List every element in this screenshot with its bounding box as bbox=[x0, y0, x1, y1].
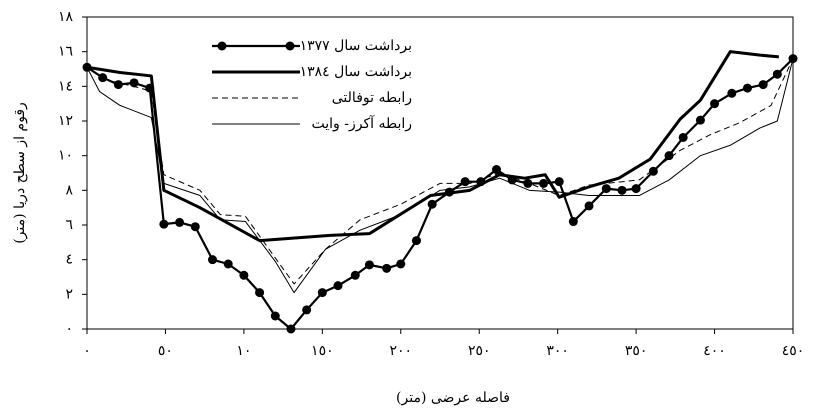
data-point bbox=[396, 259, 406, 269]
series-line bbox=[86, 58, 794, 285]
y-tick-label: ١٢ bbox=[58, 113, 73, 129]
series-line bbox=[86, 50, 780, 243]
series-line bbox=[86, 58, 794, 294]
y-tick-label: ١٤ bbox=[58, 78, 73, 94]
data-point bbox=[208, 255, 218, 265]
x-tick-label: ٣٥٠ bbox=[625, 343, 648, 359]
y-tick-label: ١٦ bbox=[58, 44, 73, 60]
data-point bbox=[350, 270, 360, 280]
data-point bbox=[758, 80, 768, 90]
data-point bbox=[427, 199, 437, 209]
x-tick-label: ٥٠ bbox=[158, 343, 173, 359]
data-point bbox=[772, 69, 782, 79]
data-point bbox=[113, 80, 123, 90]
x-tick-label: ٤٠٠ bbox=[703, 343, 726, 359]
x-tick-label: ١٥٠ bbox=[311, 343, 334, 359]
data-point bbox=[491, 165, 501, 175]
x-axis-title: فاصله عرضی (متر) bbox=[396, 390, 510, 406]
legend-label: رابطه آکرز- وایت bbox=[311, 114, 412, 132]
data-point bbox=[695, 115, 705, 125]
data-point bbox=[601, 184, 611, 194]
data-point bbox=[631, 184, 641, 194]
data-point bbox=[743, 83, 753, 93]
data-point bbox=[98, 73, 108, 83]
data-point bbox=[255, 288, 265, 298]
data-point bbox=[617, 185, 627, 195]
data-point bbox=[648, 166, 658, 176]
data-point bbox=[584, 201, 594, 211]
x-tick-label: ٢٥٠ bbox=[468, 343, 491, 359]
data-point bbox=[539, 178, 549, 188]
data-point bbox=[223, 259, 233, 269]
data-point bbox=[568, 217, 578, 227]
data-point bbox=[364, 260, 374, 270]
y-tick-label: ٦ bbox=[65, 217, 73, 233]
plot-frame bbox=[86, 16, 794, 330]
data-point bbox=[460, 177, 470, 187]
y-tick-label: ٨ bbox=[65, 182, 73, 198]
data-point bbox=[382, 263, 392, 273]
data-point bbox=[727, 88, 737, 98]
legend-marker bbox=[285, 41, 295, 51]
data-point bbox=[239, 270, 249, 280]
legend-label: برداشت سال ۱۳۸٤ bbox=[300, 64, 412, 80]
x-tick-label: ٢٠٠ bbox=[389, 343, 412, 359]
data-point bbox=[411, 236, 421, 246]
data-point bbox=[270, 311, 280, 321]
series-line bbox=[86, 57, 794, 331]
legend-label: برداشت سال ۱۳۷۷ bbox=[300, 38, 412, 54]
legend-marker bbox=[217, 41, 227, 51]
y-tick-label: ١٨ bbox=[58, 9, 74, 25]
y-tick-label: ٢ bbox=[65, 286, 73, 302]
x-tick-label: ٠ bbox=[83, 343, 91, 359]
y-tick-label: ٤ bbox=[65, 252, 73, 268]
data-point bbox=[302, 305, 312, 315]
data-point bbox=[664, 151, 674, 161]
data-point bbox=[523, 178, 533, 188]
data-point bbox=[710, 99, 720, 109]
data-point bbox=[333, 281, 343, 291]
x-tick-label: ٤٥٠ bbox=[782, 343, 805, 359]
data-point bbox=[190, 222, 200, 232]
y-tick-label: ٠ bbox=[65, 321, 73, 337]
legend-label: رابطه توفالتی bbox=[332, 90, 412, 106]
x-tick-label: ١٠ bbox=[236, 343, 251, 359]
data-point bbox=[317, 288, 327, 298]
data-point bbox=[286, 324, 296, 334]
data-point bbox=[175, 217, 185, 227]
data-point bbox=[129, 78, 139, 88]
x-tick-label: ٣٠٠ bbox=[546, 343, 569, 359]
data-point bbox=[159, 219, 169, 229]
y-axis-title: رقوم از سطح دریا (متر) bbox=[12, 102, 28, 244]
data-point bbox=[678, 132, 688, 142]
y-tick-label: ١٠ bbox=[58, 148, 73, 164]
data-point bbox=[554, 177, 564, 187]
